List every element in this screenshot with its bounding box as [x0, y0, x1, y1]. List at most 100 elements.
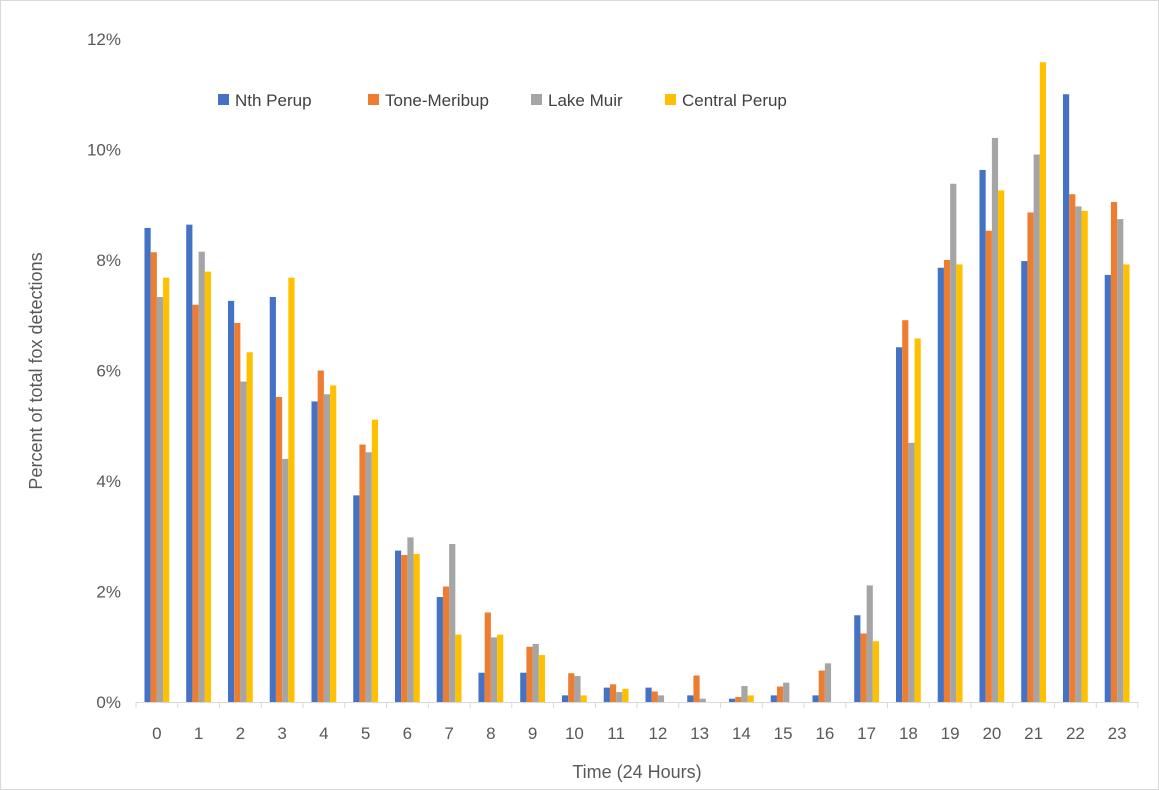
bar-tone-meribup-hour-21 — [1027, 212, 1034, 703]
bar-nth-perup-hour-6 — [394, 550, 402, 702]
x-tick-label: 8 — [486, 724, 495, 743]
legend-label: Central Perup — [682, 91, 787, 110]
y-axis-title: Percent of total fox detections — [26, 252, 46, 489]
legend-label: Nth Perup — [235, 91, 312, 110]
bar-nth-perup-hour-23 — [1104, 274, 1111, 702]
bar-lake-muir-hour-5 — [365, 452, 372, 702]
bar-central-perup-hour-8 — [497, 634, 504, 702]
bar-nth-perup-hour-17 — [854, 615, 861, 702]
x-tick-label: 10 — [565, 724, 584, 743]
bar-central-perup-hour-3 — [288, 277, 295, 702]
bar-lake-muir-hour-19 — [950, 183, 957, 702]
bar-tone-meribup-hour-18 — [902, 320, 909, 702]
bar-tone-meribup-hour-22 — [1069, 194, 1076, 702]
bar-central-perup-hour-5 — [371, 419, 379, 702]
bar-lake-muir-hour-1 — [198, 251, 205, 702]
x-tick-label: 11 — [607, 724, 625, 743]
bar-central-perup-hour-6 — [413, 553, 420, 702]
bar-lake-muir-hour-6 — [407, 537, 414, 702]
bar-nth-perup-hour-1 — [186, 224, 193, 702]
legend-item-nth-perup: Nth Perup — [218, 91, 312, 110]
y-tick-label: 2% — [96, 583, 121, 602]
legend-swatch — [665, 94, 676, 105]
bar-tone-meribup-hour-12 — [651, 691, 658, 702]
bar-lake-muir-hour-20 — [991, 137, 999, 702]
bar-tone-meribup-hour-16 — [818, 670, 825, 702]
bar-tone-meribup-hour-0 — [150, 252, 157, 702]
legend: Nth Perup Tone-Meribup Lake Muir Central Pe… — [218, 91, 787, 110]
bar-nth-perup-hour-11 — [603, 687, 610, 702]
bar-nth-perup-hour-5 — [353, 495, 360, 702]
x-tick-label: 12 — [648, 724, 667, 743]
y-ticks-layer: 0% 2% 4% 6% 8% 10% 12% — [87, 30, 121, 712]
bar-nth-perup-hour-12 — [645, 687, 652, 702]
y-tick-label: 0% — [96, 693, 121, 712]
bar-nth-perup-hour-22 — [1062, 94, 1070, 702]
bar-lake-muir-hour-4 — [323, 394, 331, 702]
bar-lake-muir-hour-12 — [657, 695, 665, 702]
bar-tone-meribup-hour-14 — [735, 697, 742, 702]
x-tick-label: 19 — [941, 724, 960, 743]
bar-tone-meribup-hour-7 — [442, 586, 450, 702]
bar-tone-meribup-hour-11 — [609, 684, 617, 702]
y-tick-label: 4% — [96, 472, 121, 491]
bar-lake-muir-hour-10 — [574, 676, 581, 702]
bar-tone-meribup-hour-13 — [693, 675, 700, 702]
bar-tone-meribup-hour-23 — [1110, 201, 1118, 703]
bar-central-perup-hour-7 — [455, 634, 462, 702]
bar-tone-meribup-hour-20 — [985, 230, 992, 702]
x-tick-label: 7 — [444, 724, 453, 743]
bar-lake-muir-hour-18 — [908, 442, 915, 702]
x-tick-label: 16 — [815, 724, 834, 743]
x-ticks-layer: 0 1 2 3 4 5 6 7 8 9 10 11 12 13 14 15 16 17 18 19 20 21 22 23 — [135, 702, 1139, 743]
bar-nth-perup-hour-4 — [311, 401, 318, 702]
bar-tone-meribup-hour-9 — [526, 646, 533, 702]
bar-central-perup-hour-0 — [163, 277, 170, 702]
x-tick-label: 4 — [319, 724, 328, 743]
x-tick-label: 0 — [152, 724, 161, 743]
bar-tone-meribup-hour-2 — [234, 322, 241, 702]
bar-tone-meribup-hour-15 — [776, 686, 784, 702]
bar-lake-muir-hour-13 — [699, 698, 706, 702]
x-tick-label: 6 — [403, 724, 412, 743]
bar-nth-perup-hour-9 — [520, 672, 527, 702]
bar-tone-meribup-hour-19 — [943, 260, 951, 702]
bar-lake-muir-hour-7 — [449, 543, 456, 702]
bar-nth-perup-hour-2 — [227, 300, 235, 702]
bar-nth-perup-hour-8 — [478, 672, 485, 702]
bar-nth-perup-hour-7 — [436, 597, 443, 702]
bar-tone-meribup-hour-3 — [275, 397, 283, 702]
bar-central-perup-hour-21 — [1039, 62, 1047, 702]
legend-item-lake-muir: Lake Muir — [531, 91, 623, 110]
x-tick-label: 23 — [1108, 724, 1127, 743]
bar-central-perup-hour-4 — [330, 385, 337, 702]
bar-central-perup-hour-1 — [204, 271, 212, 702]
bar-central-perup-hour-22 — [1081, 210, 1088, 702]
legend-swatch — [531, 94, 542, 105]
bar-central-perup-hour-20 — [998, 190, 1005, 702]
bar-central-perup-hour-9 — [538, 655, 546, 702]
bar-lake-muir-hour-2 — [240, 381, 247, 702]
bar-tone-meribup-hour-1 — [192, 304, 199, 702]
bar-lake-muir-hour-14 — [741, 685, 748, 702]
x-tick-label: 13 — [690, 724, 709, 743]
bar-nth-perup-hour-3 — [269, 297, 276, 702]
bar-nth-perup-hour-20 — [979, 169, 986, 702]
y-tick-label: 10% — [87, 141, 121, 160]
y-tick-label: 12% — [87, 30, 121, 49]
bar-lake-muir-hour-9 — [532, 643, 539, 702]
bar-lake-muir-hour-21 — [1033, 154, 1040, 703]
x-tick-label: 22 — [1066, 724, 1085, 743]
x-tick-label: 20 — [982, 724, 1001, 743]
x-tick-label: 5 — [361, 724, 370, 743]
bar-tone-meribup-hour-17 — [860, 633, 867, 702]
bar-central-perup-hour-2 — [246, 352, 253, 702]
bar-nth-perup-hour-10 — [561, 695, 569, 702]
bar-central-perup-hour-19 — [956, 264, 963, 702]
x-tick-label: 18 — [899, 724, 918, 743]
bar-nth-perup-hour-14 — [728, 698, 736, 702]
x-tick-label: 14 — [732, 724, 751, 743]
legend-label: Tone-Meribup — [385, 91, 489, 110]
bar-lake-muir-hour-8 — [490, 637, 498, 702]
